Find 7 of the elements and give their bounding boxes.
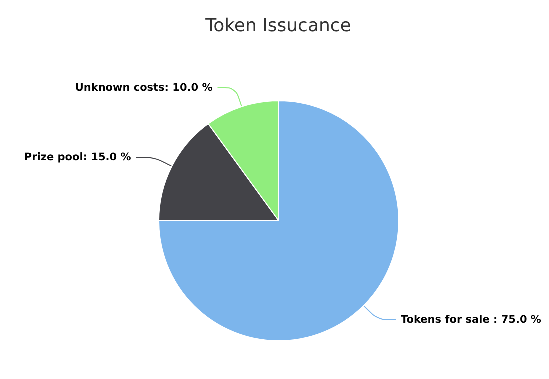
slice-label: Tokens for sale (400, 314, 490, 326)
chart-title: Token Issucance (204, 16, 352, 36)
slice-label: Unknown costs (75, 82, 165, 94)
slice-label: Prize pool (24, 151, 84, 164)
data-label: : 75.0 % (490, 314, 542, 326)
data-label: : 15.0 % (83, 151, 132, 164)
data-label: : 10.0 % (164, 82, 214, 94)
